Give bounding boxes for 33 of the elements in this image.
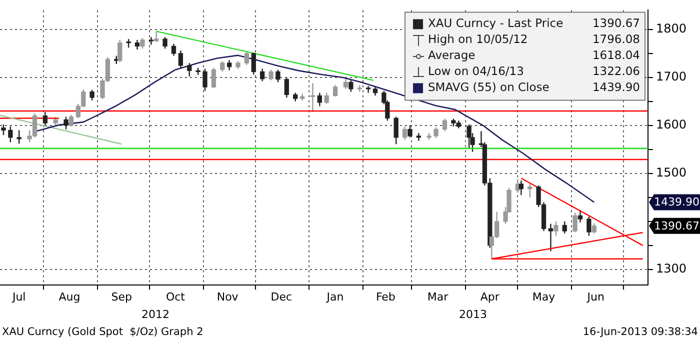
text: XAU Curncy (Gold Spot $/Oz) Graph 2 (2, 326, 204, 338)
y-tick-label: 1500 (656, 166, 687, 180)
x-tick-label: Oct (166, 290, 186, 304)
annotation: Low on 04/16/13 (428, 64, 524, 78)
x-tick-label: Jan (326, 290, 344, 304)
x-tick-label: Nov (216, 290, 239, 304)
annotation: 1390.67 (592, 16, 640, 30)
text: 1439.90 (654, 196, 700, 209)
x-tick-label: Sep (111, 290, 132, 304)
annotation: 1439.90 (592, 80, 640, 94)
annotation: Average (428, 48, 476, 62)
annotation: 1322.06 (592, 64, 640, 78)
legend-label: SMAVG (55) on Close (428, 80, 550, 94)
text: 2013 (459, 308, 488, 321)
annotation: 1618.04 (592, 48, 640, 62)
legend-label: XAU Curncy - Last Price (428, 16, 564, 30)
x-tick-label: Jun (586, 290, 605, 304)
annotation: 1796.08 (592, 32, 640, 46)
x-tick-label: Apr (480, 290, 500, 304)
text: 2012 (142, 308, 170, 321)
text: 1390.67 (654, 219, 700, 232)
x-tick-label: Feb (376, 290, 396, 304)
x-tick-label: Aug (58, 290, 80, 304)
y-tick-label: 1800 (656, 22, 687, 36)
x-tick-label: Dec (270, 290, 292, 304)
y-tick-label: 1600 (656, 118, 687, 132)
x-tick-label: May (532, 290, 556, 304)
y-tick-label: 1300 (656, 262, 687, 276)
text: 16-Jun-2013 09:38:34 (582, 326, 698, 338)
y-tick-label: 1700 (656, 70, 687, 84)
annotation: High on 10/05/12 (428, 32, 528, 46)
x-tick-label: Mar (427, 290, 449, 304)
x-tick-label: Jul (11, 290, 26, 304)
